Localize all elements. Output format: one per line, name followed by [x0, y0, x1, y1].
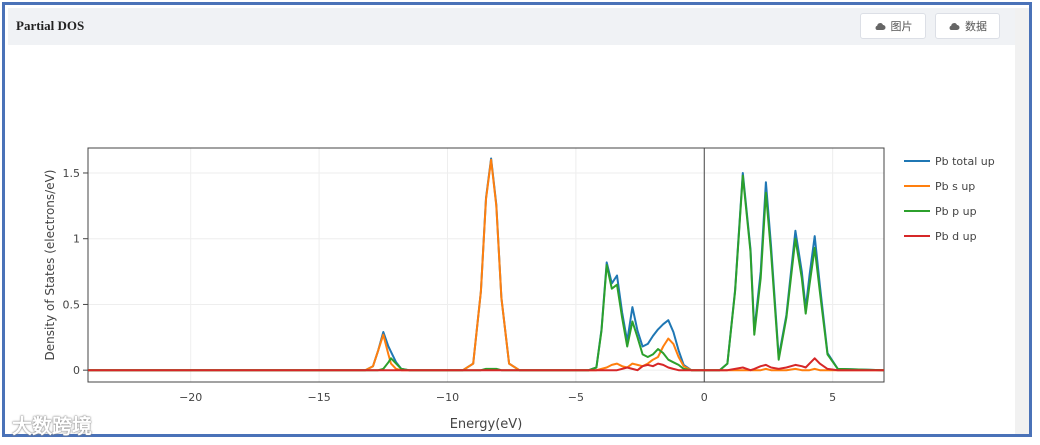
legend-label: Pb total up: [935, 155, 995, 168]
y-tick-label: 0: [73, 364, 80, 377]
series-line: [88, 357, 884, 372]
legend-label: Pb s up: [935, 180, 975, 193]
scrollbar[interactable]: [1015, 8, 1029, 434]
watermark: 大数跨境: [12, 414, 92, 438]
x-tick-label: −10: [436, 391, 459, 404]
y-axis-label: Density of States (electrons/eV): [43, 170, 57, 361]
x-tick-label: 0: [701, 391, 708, 404]
frame: [2, 2, 1032, 437]
series-line: [88, 157, 885, 372]
cloud-icon: [949, 23, 960, 30]
button-label: 图片: [890, 20, 913, 33]
y-tick-label: 1.5: [63, 167, 81, 180]
panel-title: Partial DOS: [16, 18, 85, 33]
x-tick-label: −20: [179, 391, 202, 404]
cloud-icon: [875, 23, 885, 30]
y-tick-label: 1: [73, 233, 80, 246]
x-tick-label: −15: [307, 391, 330, 404]
panel-header: Partial DOS 图片 数据: [8, 8, 1015, 45]
image-button[interactable]: 图片: [860, 13, 926, 39]
legend-label: Pb p up: [935, 205, 977, 218]
button-label: 数据: [965, 20, 987, 33]
y-tick-label: 0.5: [63, 298, 81, 311]
x-axis-label: Energy(eV): [450, 417, 523, 432]
chart: −20 −15 −10 −5 0 5 0 0.5 1 1.5 Energy(eV) Density o…: [43, 147, 995, 432]
x-tick-label: −5: [568, 391, 584, 404]
x-tick-label: 5: [829, 391, 836, 404]
legend-label: Pb d up: [935, 230, 977, 243]
data-button[interactable]: 数据: [935, 13, 1000, 39]
plot-frame: [87, 147, 885, 383]
